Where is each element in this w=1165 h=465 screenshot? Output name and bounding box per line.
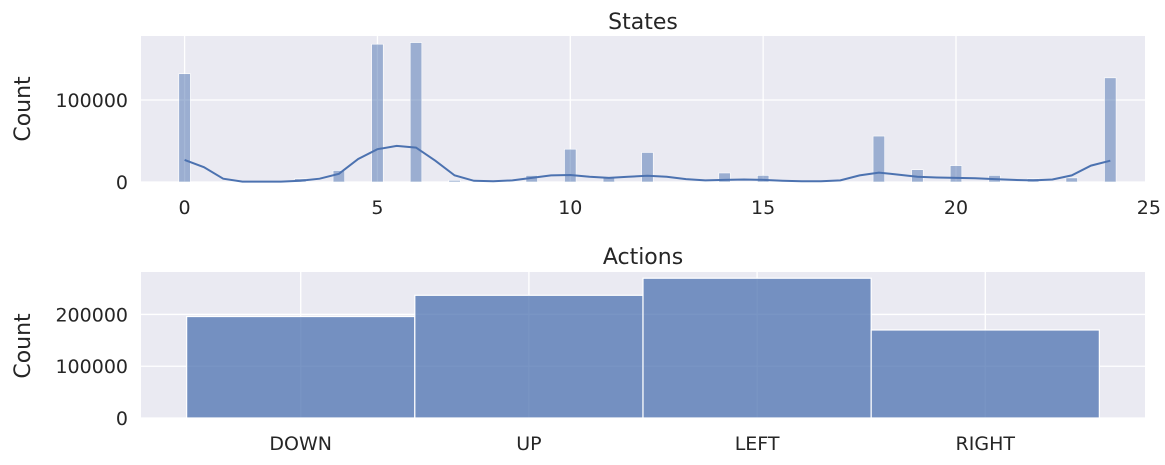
states-title: States xyxy=(608,10,678,35)
states-bar-12 xyxy=(872,135,885,183)
states-xtick-5: 25 xyxy=(1137,197,1161,219)
actions-xtick-1: UP xyxy=(516,433,541,455)
actions-x-tick-labels: DOWN UP LEFT RIGHT xyxy=(269,433,1015,455)
states-xtick-2: 10 xyxy=(558,197,582,219)
actions-xtick-2: LEFT xyxy=(735,433,780,455)
states-bar-0 xyxy=(178,73,191,183)
states-bar-3 xyxy=(371,43,384,183)
states-bar-14 xyxy=(949,165,963,183)
states-xtick-4: 20 xyxy=(944,197,968,219)
states-kde-line xyxy=(184,144,1111,183)
actions-ytick-2: 200000 xyxy=(55,304,128,326)
actions-title: Actions xyxy=(603,245,683,270)
states-bar-9 xyxy=(641,152,654,183)
states-y-axis-label: Count xyxy=(11,76,36,142)
states-bar-18 xyxy=(1104,77,1117,183)
states-bar-7 xyxy=(564,148,577,183)
actions-y-axis-label: Count xyxy=(11,313,36,379)
states-ytick-0: 0 xyxy=(116,172,128,194)
states-xtick-1: 5 xyxy=(371,197,383,219)
states-bar-10 xyxy=(718,172,731,183)
actions-y-tick-labels: 0 100000 200000 xyxy=(55,304,128,430)
states-x-tick-labels: 0 5 10 15 20 25 xyxy=(179,197,1161,219)
states-bar-2 xyxy=(332,170,345,183)
actions-ytick-1: 100000 xyxy=(55,356,128,378)
states-y-tick-labels: 0 100000 xyxy=(55,90,128,194)
actions-panel: DOWN UP LEFT RIGHT 0 100000 200000 Actions Co… xyxy=(11,245,1145,455)
states-panel: 0 5 10 15 20 25 0 100000 States Count xyxy=(11,10,1161,219)
states-xtick-3: 15 xyxy=(751,197,775,219)
actions-bars xyxy=(186,277,1100,419)
states-ytick-1: 100000 xyxy=(55,90,128,112)
states-xtick-0: 0 xyxy=(179,197,191,219)
actions-xtick-0: DOWN xyxy=(269,433,332,455)
actions-bar-right xyxy=(870,329,1100,419)
states-bar-11 xyxy=(757,175,770,183)
actions-bar-left xyxy=(642,277,872,419)
states-bar-4 xyxy=(409,42,423,183)
actions-xtick-3: RIGHT xyxy=(956,433,1016,455)
actions-bar-down xyxy=(186,315,416,419)
states-bar-5 xyxy=(448,180,461,183)
states-bar-17 xyxy=(1065,177,1078,183)
actions-ytick-0: 0 xyxy=(116,408,128,430)
actions-bar-up xyxy=(414,294,644,419)
